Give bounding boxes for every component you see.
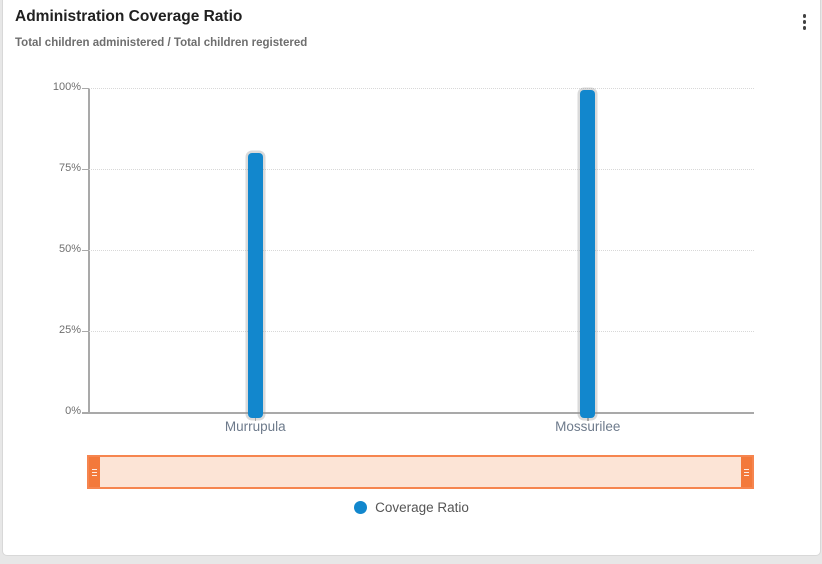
chart-subtitle: Total children administered / Total chil… bbox=[15, 37, 308, 49]
y-axis-tick bbox=[82, 87, 89, 89]
y-gridline bbox=[89, 331, 754, 332]
legend-marker-icon bbox=[354, 501, 368, 514]
y-axis-tick bbox=[82, 411, 89, 413]
chart-title: Administration Coverage Ratio bbox=[15, 8, 243, 25]
kebab-menu-icon[interactable] bbox=[800, 11, 810, 33]
y-axis-tick bbox=[82, 330, 89, 332]
x-axis-line bbox=[82, 412, 754, 414]
kebab-dot bbox=[802, 20, 806, 24]
y-axis-label: 50% bbox=[58, 243, 81, 255]
kebab-dot bbox=[802, 26, 806, 30]
y-gridline bbox=[89, 250, 754, 251]
y-axis-tick bbox=[82, 168, 89, 170]
kebab-dot bbox=[802, 14, 806, 18]
chart-legend-item[interactable]: Coverage Ratio bbox=[3, 500, 820, 515]
category-label-murrupula: Murrupula bbox=[224, 419, 286, 434]
y-axis-line bbox=[88, 88, 90, 414]
y-axis-label: 0% bbox=[65, 405, 81, 417]
category-label-mossurilee: Mossurilee bbox=[555, 419, 621, 434]
chart-range-scrollbar[interactable] bbox=[87, 455, 754, 489]
bar-mossurilee[interactable] bbox=[580, 89, 596, 418]
scrollbar-left-grip-icon[interactable] bbox=[89, 457, 100, 487]
y-axis-label: 25% bbox=[58, 324, 81, 336]
y-gridline bbox=[89, 88, 754, 89]
legend-label: Coverage Ratio bbox=[375, 500, 469, 515]
y-axis-tick bbox=[82, 249, 89, 251]
bar-murrupula[interactable] bbox=[247, 152, 263, 418]
y-gridline bbox=[89, 169, 754, 170]
y-axis-label: 75% bbox=[58, 162, 81, 174]
bar-chart-plot: 0% 25% 50% 75% 100% Murrupula Mossurilee bbox=[53, 81, 754, 434]
scrollbar-right-grip-icon[interactable] bbox=[741, 457, 752, 487]
y-axis-label: 100% bbox=[52, 81, 81, 93]
